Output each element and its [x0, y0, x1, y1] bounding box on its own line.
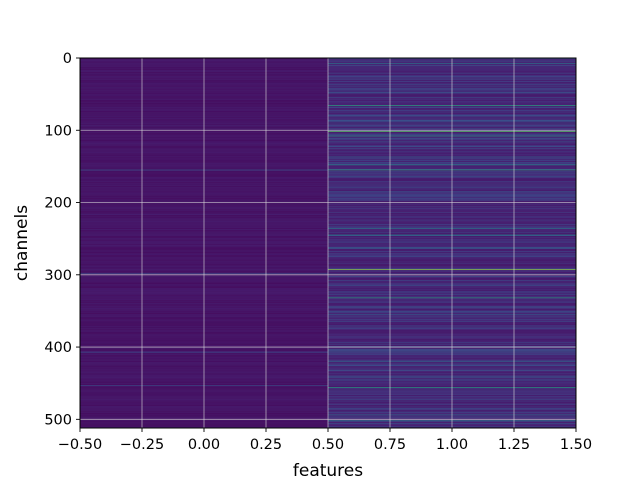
x-tick-label: 1.25 [498, 437, 530, 453]
x-tick-label: −0.50 [58, 437, 102, 453]
x-tick-label: −0.25 [120, 437, 164, 453]
x-axis-label: features [293, 461, 363, 480]
y-tick-label: 300 [44, 268, 72, 284]
y-tick-label: 0 [63, 51, 72, 67]
x-tick-label: 0.75 [374, 437, 406, 453]
x-tick-label: 0.25 [250, 437, 282, 453]
x-tick-label: 1.00 [436, 437, 468, 453]
y-tick-label: 400 [44, 340, 72, 356]
x-axis-ticks: −0.50 −0.25 0.00 0.25 0.50 0.75 1.00 1.25 1.50 [58, 428, 592, 453]
x-tick-label: 0.50 [312, 437, 344, 453]
y-tick-label: 100 [44, 123, 72, 139]
y-axis-ticks: 0 100 200 300 400 500 [44, 51, 80, 428]
y-tick-label: 200 [44, 196, 72, 212]
y-tick-label: 500 [44, 412, 72, 428]
x-tick-label: 1.50 [560, 437, 592, 453]
x-tick-label: 0.00 [188, 437, 220, 453]
y-axis-label: channels [12, 205, 32, 281]
